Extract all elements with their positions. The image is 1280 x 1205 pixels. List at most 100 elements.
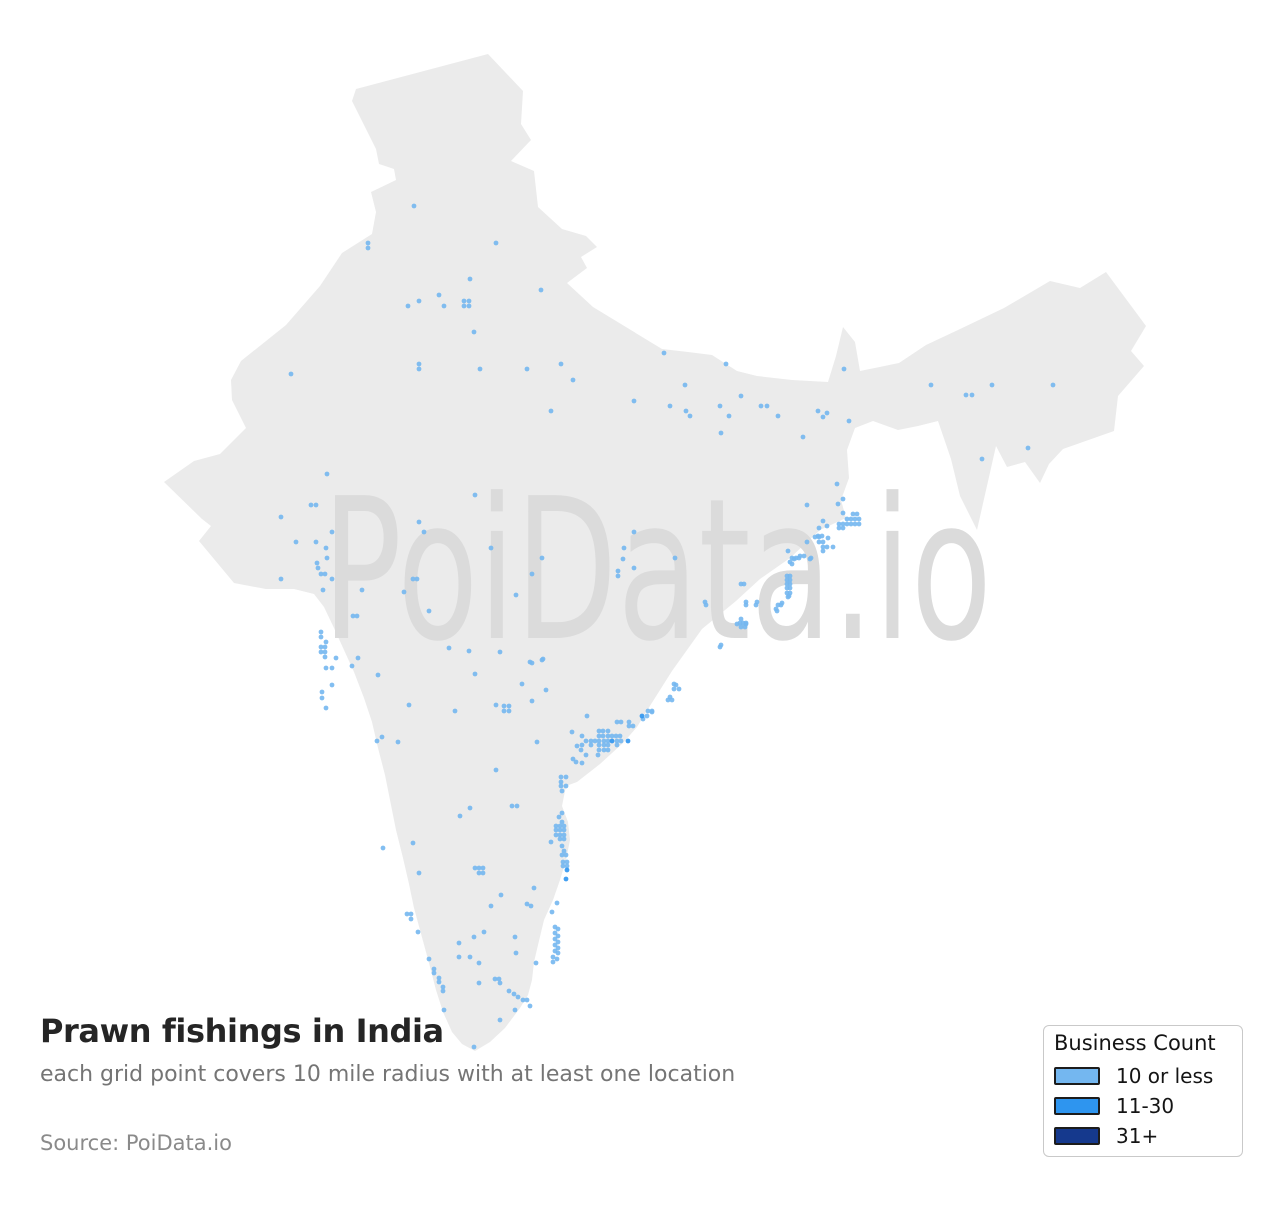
- map-dot: [436, 975, 442, 981]
- map-dot: [600, 733, 606, 739]
- map-dot: [561, 836, 567, 842]
- map-dot: [446, 645, 452, 651]
- map-dot: [785, 548, 791, 554]
- watermark-text: PoiData.io: [322, 457, 992, 685]
- map-dot: [815, 408, 821, 414]
- map-dot: [322, 644, 328, 650]
- map-dot: [410, 576, 416, 582]
- map-dot: [846, 418, 852, 424]
- map-dot: [415, 929, 421, 935]
- map-dot: [395, 739, 401, 745]
- map-dot: [754, 599, 760, 605]
- map-dot: [493, 767, 499, 773]
- map-dot: [322, 649, 328, 655]
- map-dot: [665, 697, 671, 703]
- map-dot: [416, 366, 422, 372]
- map-dot: [672, 555, 678, 561]
- map-dot: [928, 382, 934, 388]
- map-dot: [820, 544, 826, 550]
- map-dot: [467, 805, 473, 811]
- map-dot: [963, 392, 969, 398]
- map-dot: [405, 303, 411, 309]
- map-dot: [552, 930, 558, 936]
- map-dot: [671, 686, 677, 692]
- map-dot: [374, 738, 380, 744]
- map-dot: [492, 976, 498, 982]
- map-dot: [563, 783, 569, 789]
- map-dot: [410, 840, 416, 846]
- map-dot: [816, 539, 822, 545]
- map-dot: [278, 514, 284, 520]
- map-dot: [513, 950, 519, 956]
- legend-label-31-plus: 31+: [1116, 1124, 1159, 1148]
- map-dot: [617, 733, 623, 739]
- map-dot: [318, 571, 324, 577]
- map-dot: [501, 708, 507, 714]
- map-dot: [527, 1003, 533, 1009]
- map-dot: [431, 970, 437, 976]
- map-dot: [318, 634, 324, 640]
- map-dot: [820, 539, 826, 545]
- map-dot: [812, 534, 818, 540]
- map-dot: [631, 398, 637, 404]
- map-dot: [329, 529, 335, 535]
- map-dot: [584, 713, 590, 719]
- map-dot: [539, 555, 545, 561]
- map-dot: [498, 892, 504, 898]
- map-dot: [856, 521, 862, 527]
- map-dot: [406, 702, 412, 708]
- map-dot: [741, 581, 747, 587]
- map-dot: [323, 545, 329, 551]
- dots-layer: [278, 203, 1056, 1050]
- map-dot: [848, 516, 854, 522]
- map-dot: [560, 859, 566, 865]
- map-dot: [506, 988, 512, 994]
- map-dot: [436, 979, 442, 985]
- map-dot: [569, 729, 575, 735]
- map-dot: [558, 361, 564, 367]
- map-dot: [726, 413, 732, 419]
- map-dot: [639, 713, 645, 719]
- map-dot: [471, 329, 477, 335]
- map-dot: [472, 492, 478, 498]
- map-dot: [801, 553, 807, 559]
- map-dot: [308, 502, 314, 508]
- map-dot: [278, 576, 284, 582]
- map-dot: [288, 371, 294, 377]
- map-dot: [481, 929, 487, 935]
- legend-row-11-30: 11-30: [1054, 1091, 1242, 1121]
- map-dot: [579, 760, 585, 766]
- map-dot: [553, 823, 559, 829]
- map-dot: [596, 747, 602, 753]
- map-dot: [605, 738, 611, 744]
- map-dot: [441, 303, 447, 309]
- map-dot: [605, 728, 611, 734]
- map-dot: [320, 587, 326, 593]
- map-dot: [441, 1007, 447, 1013]
- map-dot: [800, 434, 806, 440]
- chart-subtitle: each grid point covers 10 mile radius wi…: [40, 1062, 736, 1087]
- map-dot: [787, 581, 793, 587]
- map-dot: [850, 511, 856, 517]
- map-dot: [645, 708, 651, 714]
- map-dot: [1050, 382, 1056, 388]
- map-dot: [583, 752, 589, 758]
- map-dot: [322, 654, 328, 660]
- map-dot: [531, 885, 537, 891]
- map-dot: [614, 738, 620, 744]
- map-dot: [588, 742, 594, 748]
- map-dot: [558, 779, 564, 785]
- map-dot: [416, 519, 422, 525]
- map-dot: [511, 991, 517, 997]
- map-dot: [844, 521, 850, 527]
- map-dot: [848, 521, 854, 527]
- map-dot: [840, 525, 846, 531]
- map-dot: [758, 403, 764, 409]
- map-dot: [324, 555, 330, 561]
- map-dot: [375, 672, 381, 678]
- map-dot: [596, 733, 602, 739]
- map-dot: [414, 576, 420, 582]
- map-dot: [467, 954, 473, 960]
- map-dot: [529, 660, 535, 666]
